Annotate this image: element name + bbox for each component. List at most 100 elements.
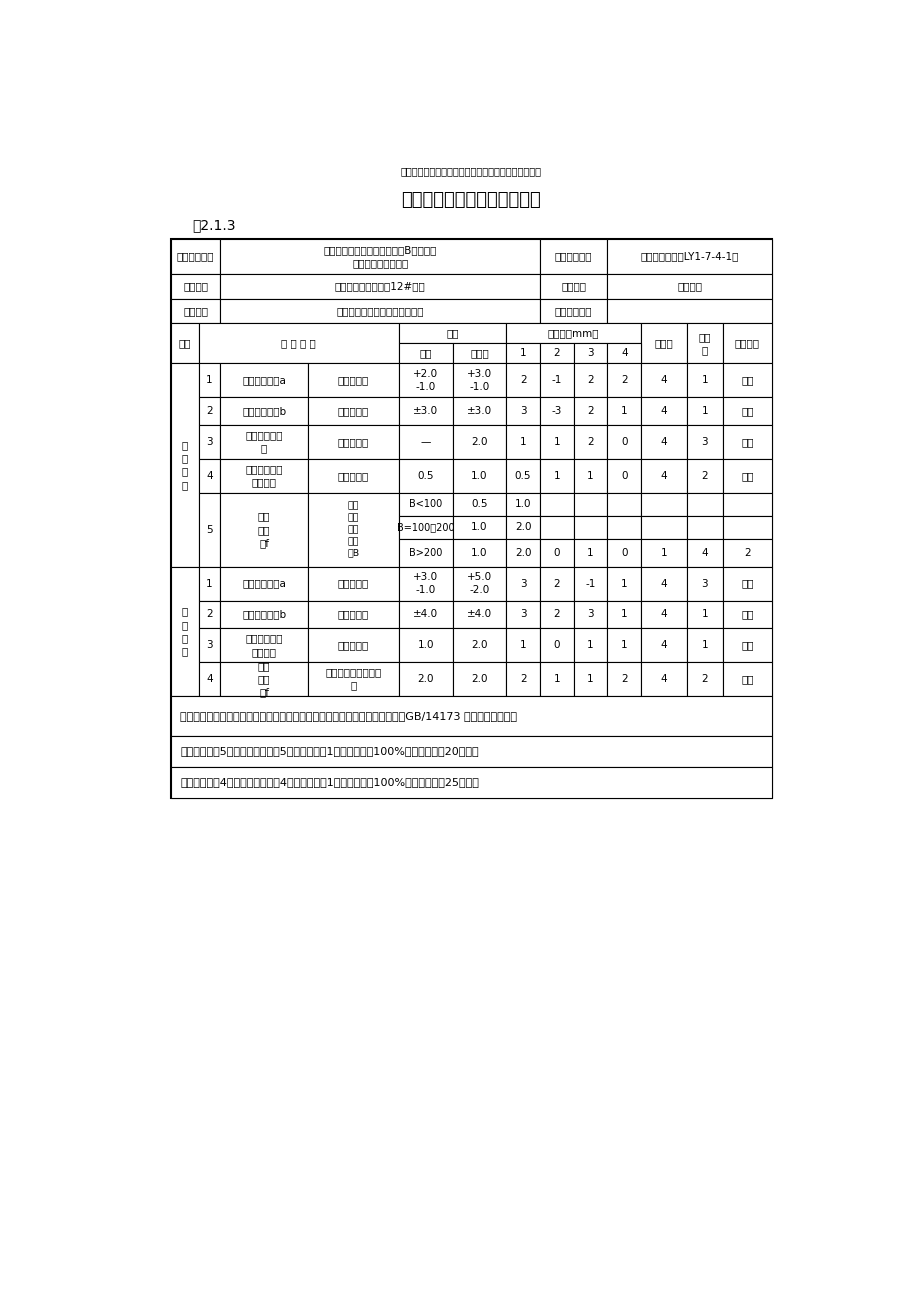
- Bar: [573, 629, 607, 663]
- Text: 2: 2: [553, 578, 560, 589]
- Text: 1: 1: [620, 406, 627, 417]
- Bar: [452, 516, 505, 539]
- Text: 5: 5: [206, 525, 212, 535]
- Text: 1.0: 1.0: [417, 641, 434, 650]
- Text: ±4.0: ±4.0: [466, 609, 492, 620]
- Bar: [641, 539, 686, 566]
- Bar: [505, 363, 539, 397]
- Text: 4: 4: [660, 406, 666, 417]
- Bar: [573, 566, 607, 600]
- Bar: [171, 238, 771, 798]
- Bar: [539, 397, 573, 424]
- Text: 1: 1: [553, 471, 560, 480]
- Text: 合格: 合格: [741, 375, 753, 385]
- Text: 不加工: 不加工: [470, 349, 488, 358]
- Bar: [452, 363, 505, 397]
- Bar: [452, 344, 505, 363]
- Bar: [607, 363, 641, 397]
- Text: 质量等级: 质量等级: [734, 339, 759, 349]
- Bar: [721, 363, 771, 397]
- Text: 1: 1: [206, 375, 212, 385]
- Bar: [171, 736, 771, 767]
- Text: 一般项目共＿4＿项，其中合格＿4＿项，优良＿1＿项，合格率100%＿，优良率＿25＿％。: 一般项目共＿4＿项，其中合格＿4＿项，优良＿1＿项，合格率100%＿，优良率＿2…: [180, 777, 479, 788]
- Text: 1: 1: [586, 548, 594, 557]
- Bar: [686, 566, 721, 600]
- Text: 2: 2: [206, 609, 212, 620]
- Bar: [573, 516, 607, 539]
- Text: 主轨安装: 主轨安装: [676, 281, 701, 292]
- Bar: [199, 629, 221, 663]
- Text: 3: 3: [519, 609, 526, 620]
- Text: 2.0: 2.0: [515, 548, 531, 557]
- Text: 2.0: 2.0: [471, 641, 487, 650]
- Text: 1: 1: [519, 437, 526, 447]
- Bar: [573, 397, 607, 424]
- Bar: [539, 600, 573, 629]
- Text: 4: 4: [660, 437, 666, 447]
- Bar: [573, 492, 607, 516]
- Text: 单元工程名称: 单元工程名称: [554, 251, 592, 262]
- Bar: [686, 600, 721, 629]
- Bar: [171, 363, 199, 566]
- Bar: [399, 566, 452, 600]
- Text: 对门槽中心线a: 对门槽中心线a: [242, 578, 286, 589]
- Text: 2: 2: [586, 437, 594, 447]
- Bar: [505, 539, 539, 566]
- Text: 1: 1: [553, 437, 560, 447]
- Text: 2: 2: [743, 548, 750, 557]
- Bar: [607, 566, 641, 600]
- Bar: [607, 397, 641, 424]
- Text: 1: 1: [700, 641, 708, 650]
- Text: 检修闸门埋件安装、12#闸门: 检修闸门埋件安装、12#闸门: [335, 281, 425, 292]
- Bar: [452, 566, 505, 600]
- Text: 合格: 合格: [741, 406, 753, 417]
- Text: 1.0: 1.0: [471, 522, 487, 533]
- Bar: [573, 539, 607, 566]
- Text: 主控项目共＿5＿项，其中合格＿5＿项，优良＿1＿项，合格率100%＿，优良率＿20＿％。: 主控项目共＿5＿项，其中合格＿5＿项，优良＿1＿项，合格率100%＿，优良率＿2…: [180, 746, 478, 756]
- Text: 4: 4: [660, 609, 666, 620]
- Bar: [399, 539, 452, 566]
- Text: 4: 4: [660, 578, 666, 589]
- Bar: [399, 600, 452, 629]
- Bar: [308, 363, 399, 397]
- Bar: [607, 516, 641, 539]
- Bar: [721, 629, 771, 663]
- Bar: [221, 363, 308, 397]
- Text: 主
控
项
目: 主 控 项 目: [181, 440, 187, 490]
- Text: 3: 3: [700, 578, 708, 589]
- Bar: [721, 323, 771, 363]
- Text: 2: 2: [700, 674, 708, 684]
- Bar: [573, 600, 607, 629]
- Bar: [221, 663, 308, 697]
- Bar: [452, 629, 505, 663]
- Bar: [641, 424, 686, 458]
- Bar: [539, 539, 573, 566]
- Text: 工作范围外: 工作范围外: [337, 641, 369, 650]
- Text: 1: 1: [586, 641, 594, 650]
- Bar: [686, 492, 721, 516]
- Text: 工作范围内: 工作范围内: [337, 406, 369, 417]
- Bar: [199, 424, 221, 458]
- Text: 泉州市洛阳水闸除险加固工程B标（主体
工程）主体及启闭房: 泉州市洛阳水闸除险加固工程B标（主体 工程）主体及启闭房: [323, 245, 437, 268]
- Bar: [221, 629, 308, 663]
- Text: 3: 3: [519, 578, 526, 589]
- Bar: [721, 458, 771, 492]
- Text: 2: 2: [700, 471, 708, 480]
- Bar: [641, 663, 686, 697]
- Bar: [641, 323, 686, 363]
- Bar: [171, 273, 221, 298]
- Bar: [721, 492, 771, 516]
- Text: 合格: 合格: [741, 641, 753, 650]
- Text: ±3.0: ±3.0: [413, 406, 438, 417]
- Text: 3: 3: [586, 349, 594, 358]
- Bar: [399, 363, 452, 397]
- Bar: [539, 663, 573, 697]
- Text: 工作
范围
内表
面宽
度B: 工作 范围 内表 面宽 度B: [347, 501, 359, 557]
- Text: 合格数: 合格数: [654, 339, 673, 349]
- Bar: [199, 323, 399, 363]
- Text: 1: 1: [553, 674, 560, 684]
- Bar: [607, 273, 771, 298]
- Bar: [539, 363, 573, 397]
- Text: 1: 1: [660, 548, 666, 557]
- Bar: [607, 458, 641, 492]
